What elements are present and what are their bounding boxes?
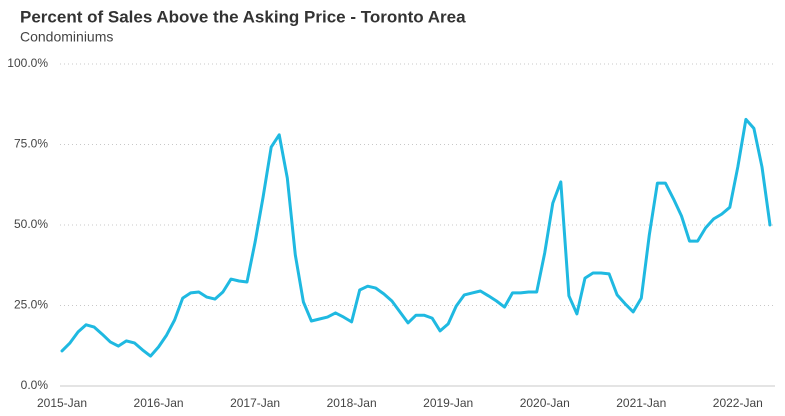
y-tick-label: 75.0% [14,137,48,151]
y-tick-label: 25.0% [14,298,48,312]
x-tick-label: 2019-Jan [423,396,473,410]
x-tick-label: 2021-Jan [616,396,666,410]
chart-subtitle: Condominiums [20,29,113,45]
x-tick-label: 2022-Jan [713,396,763,410]
x-tick-label: 2018-Jan [327,396,377,410]
y-tick-label: 100.0% [7,56,48,70]
y-tick-label: 50.0% [14,217,48,231]
x-tick-label: 2016-Jan [134,396,184,410]
x-tick-label: 2017-Jan [230,396,280,410]
y-tick-label: 0.0% [21,378,49,392]
x-tick-label: 2015-Jan [37,396,87,410]
chart-title: Percent of Sales Above the Asking Price … [20,7,466,26]
x-tick-label: 2020-Jan [520,396,570,410]
line-series [60,117,772,358]
